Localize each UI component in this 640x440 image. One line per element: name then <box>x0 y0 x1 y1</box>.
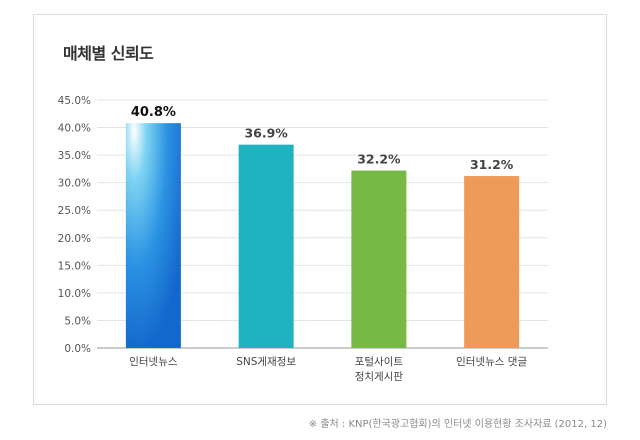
y-tick-label: 5.0% <box>64 315 91 327</box>
bar-value-label: 40.8% <box>131 105 176 120</box>
y-tick-label: 35.0% <box>58 150 91 162</box>
y-tick-label: 45.0% <box>58 95 91 107</box>
y-tick-label: 0.0% <box>64 343 91 355</box>
x-category-label: 인터넷뉴스 <box>129 356 178 368</box>
bar-value-label: 32.2% <box>357 152 401 167</box>
bar <box>238 144 294 348</box>
x-category-label: 포털사이트 <box>355 356 404 368</box>
y-tick-label: 40.0% <box>58 123 91 135</box>
bar <box>464 176 520 348</box>
x-category-label: 인터넷뉴스 댓글 <box>456 356 527 368</box>
bar-value-label: 36.9% <box>244 126 288 141</box>
source-note: ※ 출처 : KNP(한국광고협회)의 인터넷 이용현황 조사자료 (2012,… <box>308 419 607 430</box>
bar <box>125 123 181 348</box>
y-tick-label: 15.0% <box>58 260 91 272</box>
x-category-label: SNS게재정보 <box>236 356 296 368</box>
y-tick-label: 25.0% <box>58 205 91 217</box>
bar <box>351 170 407 348</box>
y-tick-label: 30.0% <box>58 178 91 190</box>
x-category-label: 정치게시판 <box>355 371 404 383</box>
chart-title: 매체별 신뢰도 <box>63 44 154 63</box>
y-tick-label: 20.0% <box>58 233 91 245</box>
bar-value-label: 31.2% <box>470 157 514 172</box>
y-tick-label: 10.0% <box>58 288 91 300</box>
